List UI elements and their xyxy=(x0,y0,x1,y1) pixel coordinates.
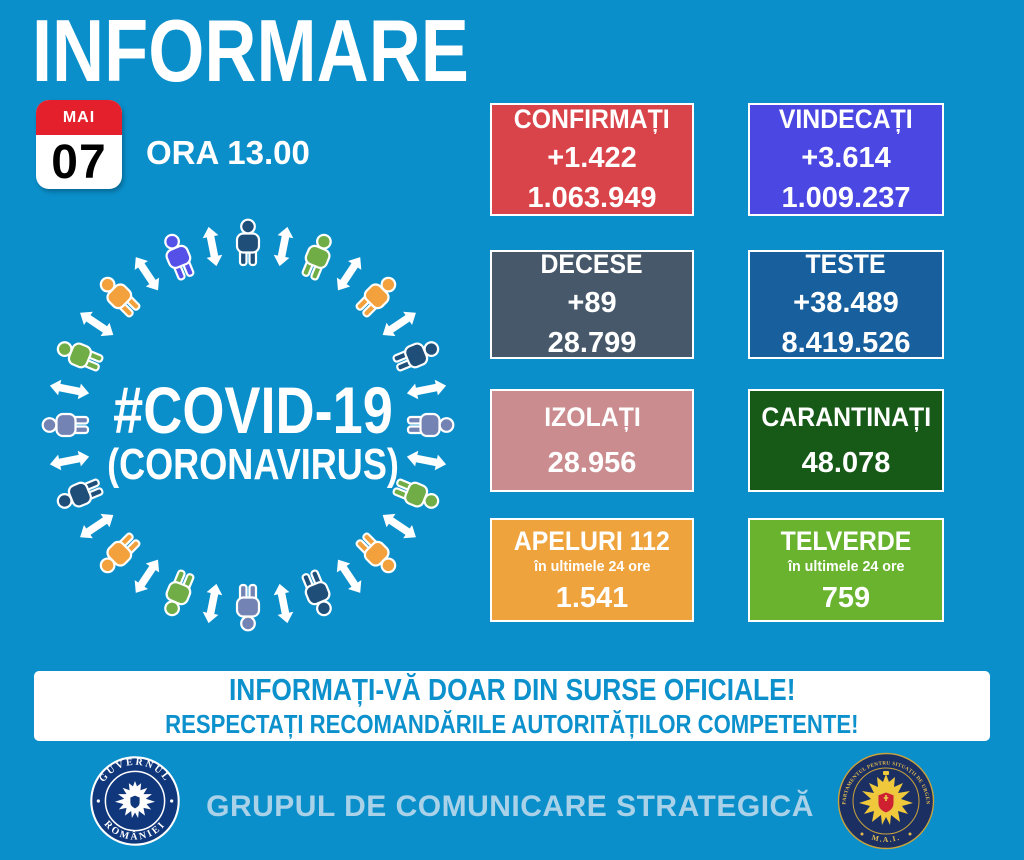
calendar-day: 07 xyxy=(51,135,107,189)
double-arrow-icon xyxy=(406,450,447,471)
stat-delta: +3.614 xyxy=(801,142,891,174)
double-arrow-icon xyxy=(336,559,362,593)
double-arrow-icon xyxy=(202,583,223,624)
person-icon xyxy=(56,478,104,509)
stat-title: CARANTINAȚI xyxy=(761,401,931,432)
person-icon xyxy=(301,233,332,281)
advisory-line-1: INFORMAȚI-VĂ DOAR DIN SURSE OFICIALE! xyxy=(228,672,796,707)
double-arrow-icon xyxy=(49,450,90,471)
stat-title: DECESE xyxy=(540,249,644,279)
coronavirus-label: (CORONAVIRUS) xyxy=(107,440,399,489)
stat-value: 759 xyxy=(821,581,871,614)
stat-subtitle: în ultimele 24 ore xyxy=(533,557,651,575)
double-arrow-icon xyxy=(406,379,447,400)
stat-value: 1.541 xyxy=(555,581,629,614)
time-label: ORA 13.00 xyxy=(146,134,310,171)
covid-hashtag-label: #COVID-19 xyxy=(113,373,393,447)
person-icon xyxy=(406,412,455,438)
person-icon xyxy=(235,583,261,632)
seal-star xyxy=(908,832,912,836)
stat-title: VINDECAȚI xyxy=(779,104,913,134)
person-icon xyxy=(355,276,397,318)
stat-card-apeluri-112: APELURI 112 în ultimele 24 ore 1.541 xyxy=(490,518,694,622)
person-icon xyxy=(56,341,104,372)
seal-inner-ring xyxy=(852,767,920,835)
person-icon xyxy=(301,569,332,617)
double-arrow-icon xyxy=(202,226,223,267)
stat-card-izolati: IZOLAȚI 28.956 xyxy=(490,389,694,492)
double-arrow-icon xyxy=(80,513,114,539)
person-icon xyxy=(164,233,195,281)
calendar-icon: MAI 07 xyxy=(36,100,122,189)
advisory-banner: INFORMAȚI-VĂ DOAR DIN SURSE OFICIALE! RE… xyxy=(34,671,990,741)
romania-coat-of-arms-icon xyxy=(114,780,156,818)
stat-card-decese: DECESE +89 28.799 xyxy=(490,249,694,359)
svg-text:M.A.I.: M.A.I. xyxy=(871,833,902,844)
dsu-mai-seal: DEPARTAMENTUL PENTRU SITUAȚII DE URGENȚĂ… xyxy=(837,752,935,850)
stat-subtitle: în ultimele 24 ore xyxy=(787,557,905,575)
stat-delta: +38.489 xyxy=(793,287,899,319)
double-arrow-icon xyxy=(382,513,416,539)
double-arrow-icon xyxy=(382,311,416,337)
advisory-line-2: RESPECTAȚI RECOMANDĂRILE AUTORITĂȚILOR C… xyxy=(165,709,859,739)
stat-value: 1.063.949 xyxy=(527,182,657,214)
seal-star xyxy=(860,832,864,836)
person-icon xyxy=(355,532,397,574)
person-icon xyxy=(235,218,261,267)
seal-text-mai: M.A.I. xyxy=(871,833,900,844)
stat-card-carantinati: CARANTINAȚI 48.078 xyxy=(748,389,944,492)
double-arrow-icon xyxy=(273,226,294,267)
double-arrow-icon xyxy=(80,311,114,337)
dsu-eagle-icon xyxy=(859,771,913,825)
double-arrow-icon xyxy=(273,583,294,624)
stat-delta: +1.422 xyxy=(547,142,637,174)
stat-card-vindecati: VINDECAȚI +3.614 1.009.237 xyxy=(748,103,944,216)
seal-dot xyxy=(96,799,100,803)
person-icon xyxy=(99,532,141,574)
person-icon xyxy=(392,478,440,509)
calendar-month: MAI xyxy=(36,100,122,135)
footer-label: GRUPUL DE COMUNICARE STRATEGICĂ xyxy=(206,790,814,823)
stat-value: 8.419.526 xyxy=(781,327,911,359)
person-icon xyxy=(164,569,195,617)
stat-card-telverde: TELVERDE în ultimele 24 ore 759 xyxy=(748,518,944,622)
social-distancing-circle-diagram: #COVID-19 (CORONAVIRUS) xyxy=(41,218,455,632)
stat-value: 28.799 xyxy=(547,327,637,359)
person-icon xyxy=(99,276,141,318)
stat-title: IZOLAȚI xyxy=(543,401,641,432)
double-arrow-icon xyxy=(134,257,160,291)
stat-card-confirmati: CONFIRMAȚI +1.422 1.063.949 xyxy=(490,103,694,216)
stat-delta: +89 xyxy=(567,287,617,319)
stat-value: 1.009.237 xyxy=(781,182,911,214)
stat-title: TELVERDE xyxy=(780,525,912,556)
stat-title: CONFIRMAȚI xyxy=(514,104,670,134)
guvernul-romaniei-seal: GUVERNUL ROMÂNIEI xyxy=(90,756,180,846)
person-icon xyxy=(41,412,90,438)
stat-card-teste: TESTE +38.489 8.419.526 xyxy=(748,249,944,359)
seal-dot xyxy=(170,799,174,803)
stat-title: APELURI 112 xyxy=(513,525,670,556)
double-arrow-icon xyxy=(49,379,90,400)
double-arrow-icon xyxy=(336,257,362,291)
double-arrow-icon xyxy=(134,559,160,593)
page-title: INFORMARE xyxy=(32,1,469,100)
stat-title: TESTE xyxy=(805,249,887,279)
seal-inner-ring xyxy=(104,770,166,832)
stat-value: 48.078 xyxy=(801,446,891,479)
person-icon xyxy=(392,341,440,372)
stat-value: 28.956 xyxy=(547,446,637,479)
